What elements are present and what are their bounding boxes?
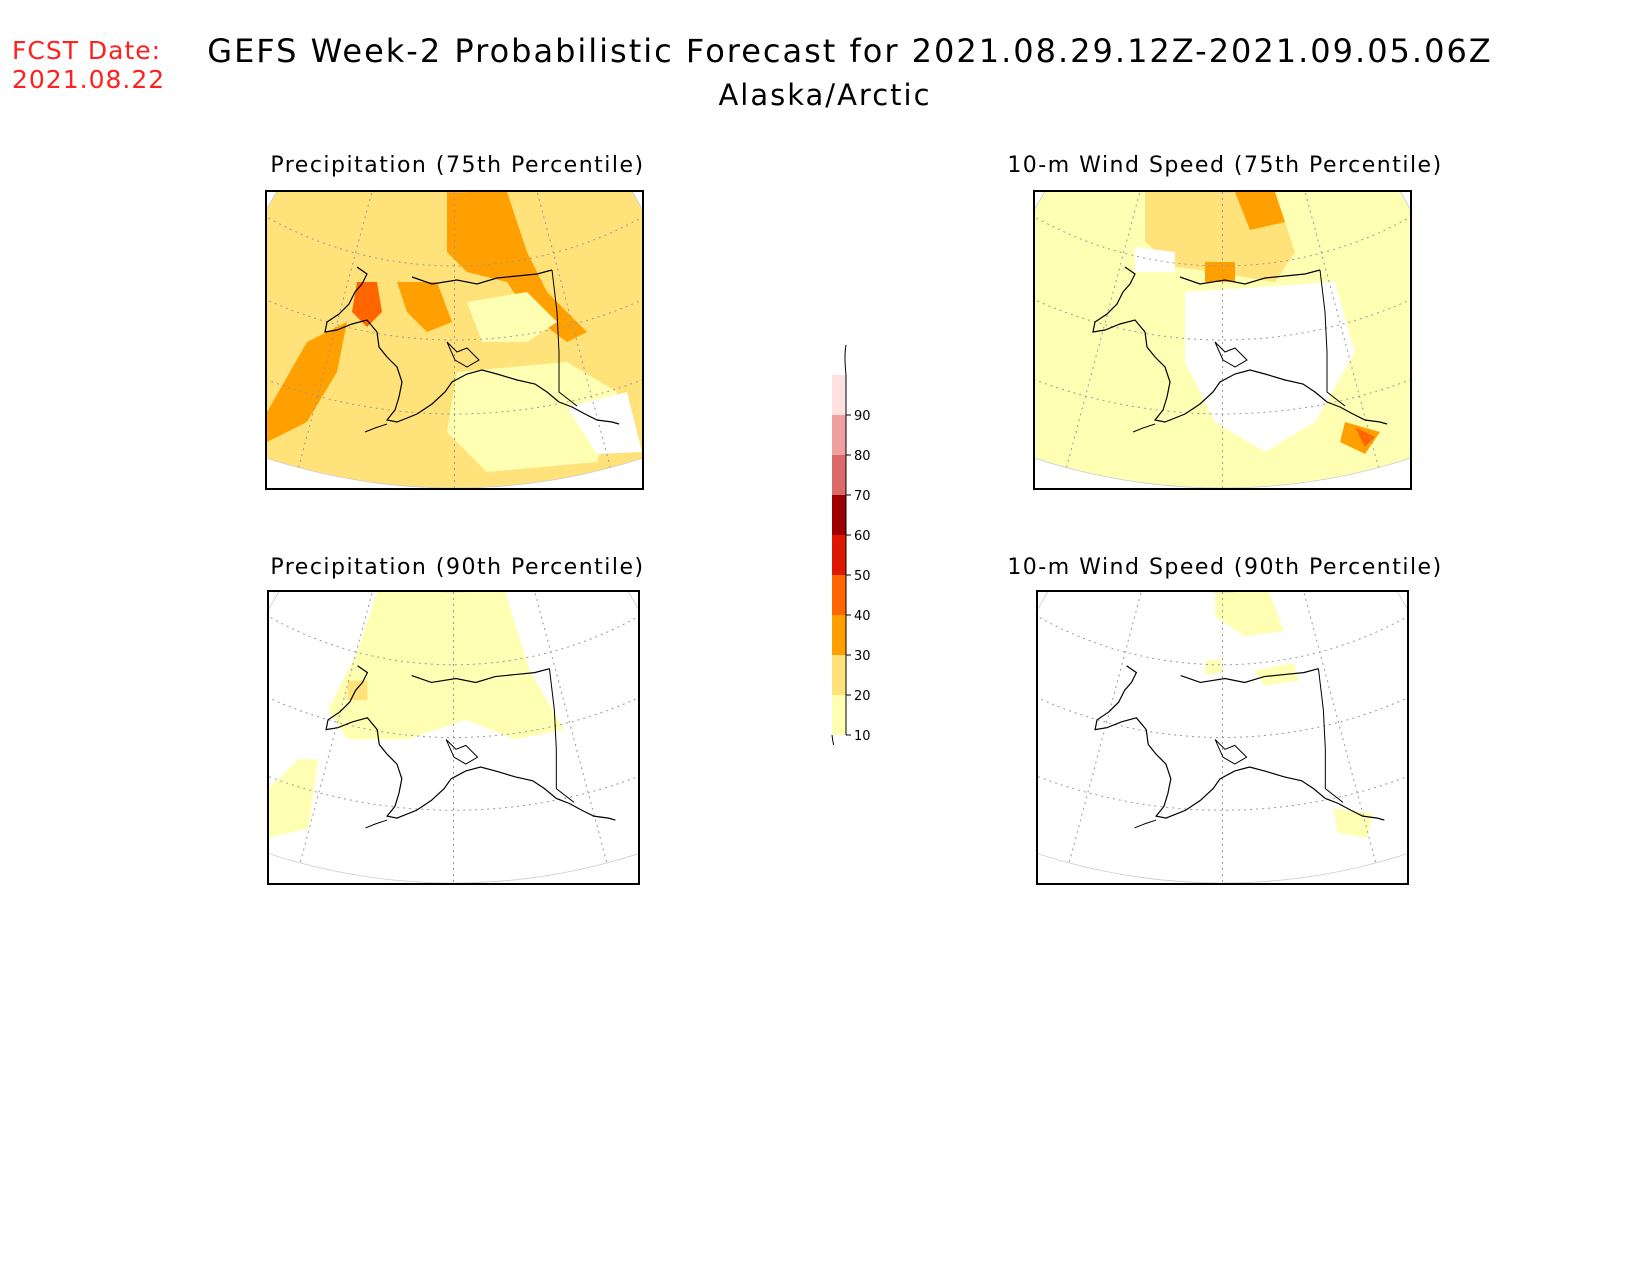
map-projection-edge: [267, 192, 642, 488]
colorbar-swatch-10: [832, 695, 846, 735]
panel-title-precip75: Precipitation (75th Percentile): [270, 153, 645, 178]
graticule-parallel: [267, 343, 642, 415]
map-svg: [269, 592, 638, 883]
field-40-panhandle: [1355, 427, 1375, 447]
coastline-seward: [1214, 739, 1248, 765]
colorbar-swatch-70: [832, 455, 846, 495]
colorbar-swatch-30: [832, 615, 846, 655]
coastline-west: [324, 266, 620, 425]
map-panel-precip75: [265, 190, 644, 490]
coastline-north: [411, 668, 550, 684]
colorbar-svg: 90 80 70 60 50 40 30 20 10: [831, 344, 871, 776]
forecast-date-value: 2021.08.22: [12, 65, 166, 94]
graticule-meridian: [1300, 592, 1377, 864]
field-blank-interior: [1185, 282, 1355, 452]
field-30-panhandle: [1340, 422, 1380, 454]
colorbar-swatch-50: [832, 535, 846, 575]
map-svg: [267, 192, 642, 488]
forecast-date-block: FCST Date: 2021.08.22: [12, 36, 165, 94]
colorbar-swatch-60: [832, 495, 846, 535]
field-10-central: [467, 292, 557, 342]
page-title-text: GEFS Week-2 Probabilistic Forecast for 2…: [207, 32, 1493, 70]
colorbar-swatch-80: [832, 415, 846, 455]
coastline-north: [1179, 269, 1321, 285]
map-panel-precip90: [267, 590, 640, 885]
field-30-central: [1205, 262, 1235, 282]
field-30-west: [267, 322, 347, 442]
coastline-seward: [1214, 341, 1248, 368]
map-svg: [1035, 192, 1410, 488]
graticule-meridian: [299, 592, 376, 864]
field-10-spot: [1205, 658, 1223, 675]
field-10-west: [269, 759, 319, 838]
graticule-parallel: [269, 677, 638, 738]
colorbar-label-30: 30: [854, 649, 871, 664]
field-10-north: [1215, 592, 1284, 637]
graticule-meridian: [1066, 192, 1144, 468]
field-30-central: [397, 282, 452, 332]
page-title: GEFS Week-2 Probabilistic Forecast for 2…: [0, 32, 1650, 70]
panel-title-wind90: 10-m Wind Speed (90th Percentile): [1007, 555, 1443, 580]
coastline-peninsula: [364, 423, 388, 433]
colorbar-label-50: 50: [854, 569, 871, 584]
border-line: [1319, 269, 1346, 407]
coastline-peninsula: [1132, 423, 1156, 433]
map-panel-wind90: [1036, 590, 1409, 885]
coastline-west: [1094, 665, 1385, 821]
border-line: [1317, 668, 1344, 803]
field-10-north: [328, 592, 565, 740]
colorbar-label-10: 10: [854, 729, 871, 744]
coastline-seward: [446, 341, 480, 368]
coastline-north: [411, 269, 553, 285]
graticule-meridian: [1068, 592, 1145, 864]
graticule-meridian: [298, 192, 376, 468]
field-30-north: [447, 192, 587, 342]
map-projection-edge: [1035, 192, 1410, 488]
forecast-date-label: FCST Date:: [12, 36, 162, 65]
graticule-parallel: [1038, 614, 1407, 666]
panel-title-wind75: 10-m Wind Speed (75th Percentile): [1007, 153, 1443, 178]
map-projection-edge: [1038, 592, 1407, 883]
graticule-parallel: [1035, 343, 1410, 415]
field-blank-southeast: [567, 392, 642, 454]
field-blank-north: [1135, 247, 1175, 272]
map-panel-wind75: [1033, 190, 1412, 490]
border-line: [551, 269, 578, 407]
colorbar-label-70: 70: [854, 489, 871, 504]
colorbar-swatch-90: [832, 375, 846, 415]
coastline-peninsula: [365, 819, 388, 829]
field-10-southeast: [447, 362, 617, 472]
coastline-north: [1180, 668, 1319, 684]
page-subtitle: Alaska/Arctic: [718, 78, 932, 112]
field-40-west: [352, 282, 382, 327]
graticule-parallel: [267, 278, 642, 341]
colorbar-label-60: 60: [854, 529, 871, 544]
map-svg: [1038, 592, 1407, 883]
colorbar-swatch-20: [832, 655, 846, 695]
graticule-meridian: [531, 592, 608, 864]
colorbar-label-20: 20: [854, 689, 871, 704]
colorbar-label-90: 90: [854, 409, 871, 424]
colorbar-label-80: 80: [854, 449, 871, 464]
colorbar: 90 80 70 60 50 40 30 20 10: [820, 335, 900, 776]
coastline-peninsula: [1134, 819, 1157, 829]
field-30-north: [1235, 192, 1285, 230]
colorbar-top-cap: [844, 344, 847, 376]
border-line: [548, 668, 575, 803]
field-20-small: [347, 680, 368, 701]
graticule-parallel: [269, 614, 638, 666]
colorbar-swatch-40: [832, 575, 846, 615]
map-projection-edge: [269, 592, 638, 883]
graticule-parallel: [1035, 278, 1410, 341]
coastline-west: [325, 665, 616, 821]
coastline-seward: [445, 739, 479, 765]
colorbar-bottom-cap: [831, 734, 847, 776]
colorbar-label-40: 40: [854, 609, 871, 624]
panel-title-precip90: Precipitation (90th Percentile): [270, 555, 645, 580]
coastline-west: [1092, 266, 1388, 425]
graticule-parallel: [1038, 677, 1407, 738]
